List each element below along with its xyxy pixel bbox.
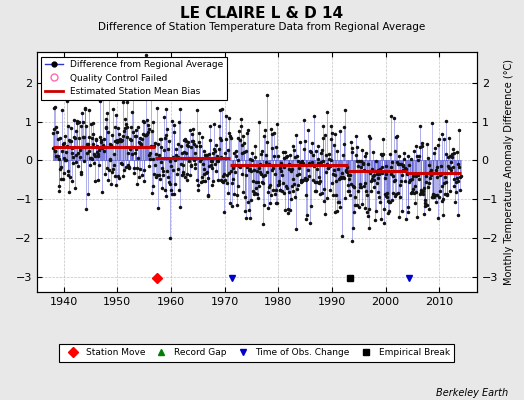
Text: Berkeley Earth: Berkeley Earth — [436, 388, 508, 398]
Text: LE CLAIRE L & D 14: LE CLAIRE L & D 14 — [180, 6, 344, 21]
Y-axis label: Monthly Temperature Anomaly Difference (°C): Monthly Temperature Anomaly Difference (… — [504, 59, 514, 285]
Text: Difference of Station Temperature Data from Regional Average: Difference of Station Temperature Data f… — [99, 22, 425, 32]
Legend: Difference from Regional Average, Quality Control Failed, Estimated Station Mean: Difference from Regional Average, Qualit… — [41, 56, 227, 100]
Legend: Station Move, Record Gap, Time of Obs. Change, Empirical Break: Station Move, Record Gap, Time of Obs. C… — [59, 344, 454, 362]
